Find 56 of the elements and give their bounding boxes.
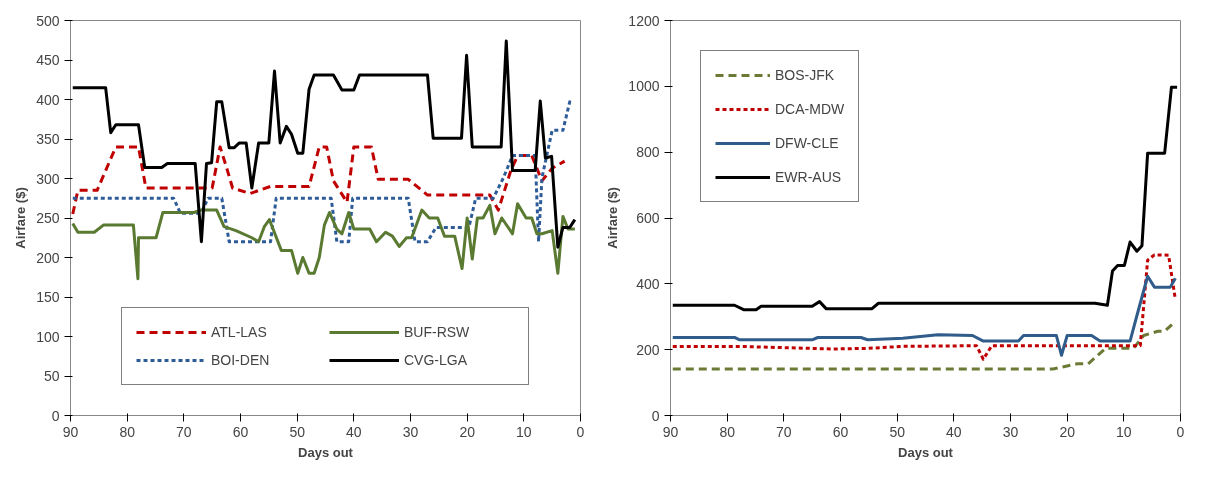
x-tick-label: 40 [946,423,962,440]
x-tick-label: 60 [232,423,249,440]
x-tick-label: 80 [719,423,736,440]
y-tick-label: 400 [36,91,60,108]
y-axis-title: Airfare ($) [13,187,29,249]
x-tick-label: 10 [1116,423,1132,440]
y-tick-label: 450 [36,52,60,68]
y-tick-label: 350 [36,131,60,147]
y-tick-label: 150 [36,289,60,305]
x-axis-title: Days out [898,444,954,460]
legend-label: CVG-LGA [404,352,468,368]
legend-label: EWR-AUS [775,169,842,185]
x-tick-label: 40 [346,423,362,440]
y-tick-label: 1000 [628,78,660,95]
legend-label: DCA-MDW [775,101,845,117]
y-tick-label: 300 [36,170,60,187]
y-tick-label: 1200 [628,12,660,29]
line-series [71,145,567,216]
x-tick-label: 10 [516,423,532,440]
y-tick-label: 0 [51,407,60,424]
y-tick-label: 200 [36,249,60,266]
y-axis-title: Airfare ($) [605,187,621,249]
x-tick-label: 0 [1176,423,1185,440]
x-tick-label: 50 [889,423,906,440]
y-tick-label: 250 [36,210,60,226]
y-tick-label: 400 [636,275,660,292]
x-tick-label: 0 [576,423,585,440]
x-tick-label: 80 [119,423,136,440]
legend-label: BOS-JFK [775,67,835,83]
y-tick-label: 0 [651,407,660,424]
line-series [671,253,1177,361]
x-tick-label: 90 [62,423,79,440]
legend-label: BUF-RSW [404,324,471,340]
y-tick-label: 50 [43,368,60,384]
x-tick-label: 70 [776,423,792,440]
y-tick-label: 100 [36,328,60,345]
line-series [671,274,1177,357]
y-tick-label: 800 [636,144,660,161]
line-series [71,39,577,249]
x-tick-label: 20 [459,423,476,440]
legend-label: ATL-LAS [211,324,268,340]
line-series [671,85,1179,312]
x-tick-label: 90 [662,423,679,440]
x-tick-label: 70 [176,423,192,440]
x-tick-label: 20 [1059,423,1076,440]
y-tick-label: 600 [636,210,660,226]
x-tick-label: 30 [402,423,419,440]
x-tick-label: 50 [289,423,306,440]
y-tick-label: 500 [36,12,60,29]
x-tick-label: 30 [1002,423,1019,440]
x-axis-title: Days out [298,444,354,460]
y-tick-label: 200 [636,341,660,358]
legend-label: BOI-DEN [211,352,271,368]
legend-label: DFW-CLE [775,135,839,151]
line-series [71,202,577,281]
x-tick-label: 60 [832,423,849,440]
